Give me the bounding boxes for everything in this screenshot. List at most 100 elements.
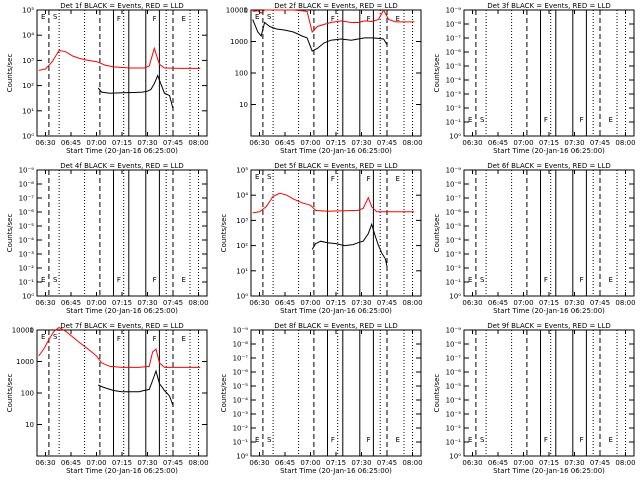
x-axis-label: Start Time (20-Jan-16 06:25:00) (66, 467, 178, 475)
x-tick-label: 06:30 (249, 459, 269, 467)
y-tick-label: 10⁻⁷ (19, 195, 35, 203)
x-tick-label: 08:00 (402, 299, 422, 307)
y-tick-label: 10⁻³ (446, 91, 462, 99)
y-tick-label: 10⁻² (446, 105, 462, 113)
x-tick-label: 07:15 (112, 299, 132, 307)
phase-letter: F (153, 276, 157, 284)
phase-letter: F (367, 436, 371, 444)
x-tick-label: 07:00 (86, 139, 106, 147)
y-tick-label: 10⁻⁶ (233, 369, 249, 377)
series-line-lld (38, 326, 201, 368)
y-axis-label: Counts/sec (433, 54, 441, 93)
x-tick-label: 07:45 (377, 139, 397, 147)
x-tick-label: 06:45 (275, 299, 295, 307)
phase-letter: F (544, 116, 548, 124)
y-tick-label: 10⁻⁹ (19, 167, 35, 175)
x-axis-label: Start Time (20-Jan-16 06:25:00) (66, 147, 178, 155)
x-tick-label: 07:15 (326, 299, 346, 307)
x-tick-label: 08:00 (402, 459, 422, 467)
y-tick-label: 10⁻⁵ (446, 63, 462, 71)
y-tick-label: 10⁻⁶ (446, 49, 462, 57)
y-tick-label: 10⁻¹ (19, 279, 35, 287)
phase-letter: E (255, 173, 259, 181)
x-axis-label: Start Time (20-Jan-16 06:25:00) (280, 307, 392, 315)
phase-letter: F (331, 15, 335, 23)
x-tick-label: 07:00 (86, 299, 106, 307)
y-tick-label: 10⁰ (449, 133, 461, 141)
y-tick-label: 10⁻³ (233, 411, 249, 419)
phase-letter: E (468, 116, 472, 124)
y-tick-label: 10¹ (236, 267, 248, 275)
series-line-lld (38, 46, 201, 71)
phase-letter: S (267, 173, 272, 181)
phase-letter: E (609, 276, 613, 284)
y-tick-label: 10⁴ (22, 32, 34, 40)
phase-letter: F (580, 436, 584, 444)
y-tick-label: 10⁻⁶ (446, 209, 462, 217)
y-tick-label: 10² (236, 242, 248, 250)
x-tick-label: 06:30 (35, 139, 55, 147)
series-line-events (311, 222, 388, 267)
x-tick-label: 06:30 (462, 299, 482, 307)
y-tick-label: 10⁰ (236, 293, 248, 301)
chart-title: Det 9f BLACK = Events, RED = LLD (487, 322, 610, 330)
series-line-events (97, 74, 174, 109)
y-tick-label: 10⁻⁴ (446, 77, 462, 85)
x-tick-label: 07:00 (513, 139, 533, 147)
y-tick-label: 100 (21, 390, 34, 398)
x-tick-label: 06:30 (462, 459, 482, 467)
x-tick-label: 07:15 (112, 139, 132, 147)
y-tick-label: 10⁻¹ (446, 279, 462, 287)
y-tick-label: 10⁻¹ (233, 439, 249, 447)
x-tick-label: 07:30 (564, 459, 584, 467)
x-tick-label: 07:30 (351, 459, 371, 467)
phase-letter: E (609, 116, 613, 124)
y-tick-label: 10⁻⁴ (233, 397, 249, 405)
y-tick-label: 1000 (230, 38, 248, 46)
phase-letter: S (53, 276, 58, 284)
x-tick-label: 07:00 (300, 299, 320, 307)
chart-title: Det 6f BLACK = Events, RED = LLD (487, 162, 610, 170)
x-tick-label: 07:45 (590, 459, 610, 467)
phase-letter: E (41, 13, 45, 21)
x-tick-label: 07:30 (564, 139, 584, 147)
y-tick-label: 10000 (226, 7, 248, 15)
x-tick-label: 08:00 (402, 139, 422, 147)
y-tick-label: 10⁻⁷ (446, 195, 462, 203)
x-tick-label: 07:45 (590, 299, 610, 307)
x-tick-label: 07:45 (377, 299, 397, 307)
chart-title: Det 2f BLACK = Events, RED = LLD (274, 2, 397, 10)
x-tick-label: 06:45 (488, 299, 508, 307)
y-tick-label: 10⁻⁹ (446, 7, 462, 15)
phase-letter: F (153, 15, 157, 23)
phase-letter: S (53, 13, 58, 21)
phase-letter: S (480, 276, 485, 284)
y-tick-label: 1000 (16, 358, 34, 366)
y-axis-label: Counts/sec (433, 374, 441, 413)
phase-letter: F (580, 116, 584, 124)
x-tick-label: 07:15 (326, 459, 346, 467)
y-axis-label: Counts/sec (433, 214, 441, 253)
y-axis-label: Counts/sec (220, 214, 228, 253)
phase-letter: E (396, 15, 400, 23)
chart-title: Det 7f BLACK = Events, RED = LLD (60, 322, 183, 330)
y-tick-label: 10⁻² (446, 425, 462, 433)
phase-letter: F (153, 335, 157, 343)
x-tick-label: 06:45 (61, 459, 81, 467)
series-line-events (97, 369, 174, 406)
phase-letter: S (267, 13, 272, 21)
phase-letter: E (609, 436, 613, 444)
y-tick-label: 10 (239, 101, 248, 109)
x-tick-label: 07:45 (163, 299, 183, 307)
y-tick-label: 10⁻³ (446, 411, 462, 419)
x-tick-label: 08:00 (615, 139, 635, 147)
x-tick-label: 07:45 (163, 459, 183, 467)
x-tick-label: 08:00 (188, 459, 208, 467)
y-tick-label: 10⁴ (236, 192, 248, 200)
y-tick-label: 10¹ (22, 107, 34, 115)
x-tick-label: 06:45 (275, 459, 295, 467)
plot-frame (250, 169, 422, 297)
chart-title: Det 1f BLACK = Events, RED = LLD (60, 2, 183, 10)
x-tick-label: 07:30 (137, 459, 157, 467)
y-axis-label: Counts/sec (6, 214, 14, 253)
